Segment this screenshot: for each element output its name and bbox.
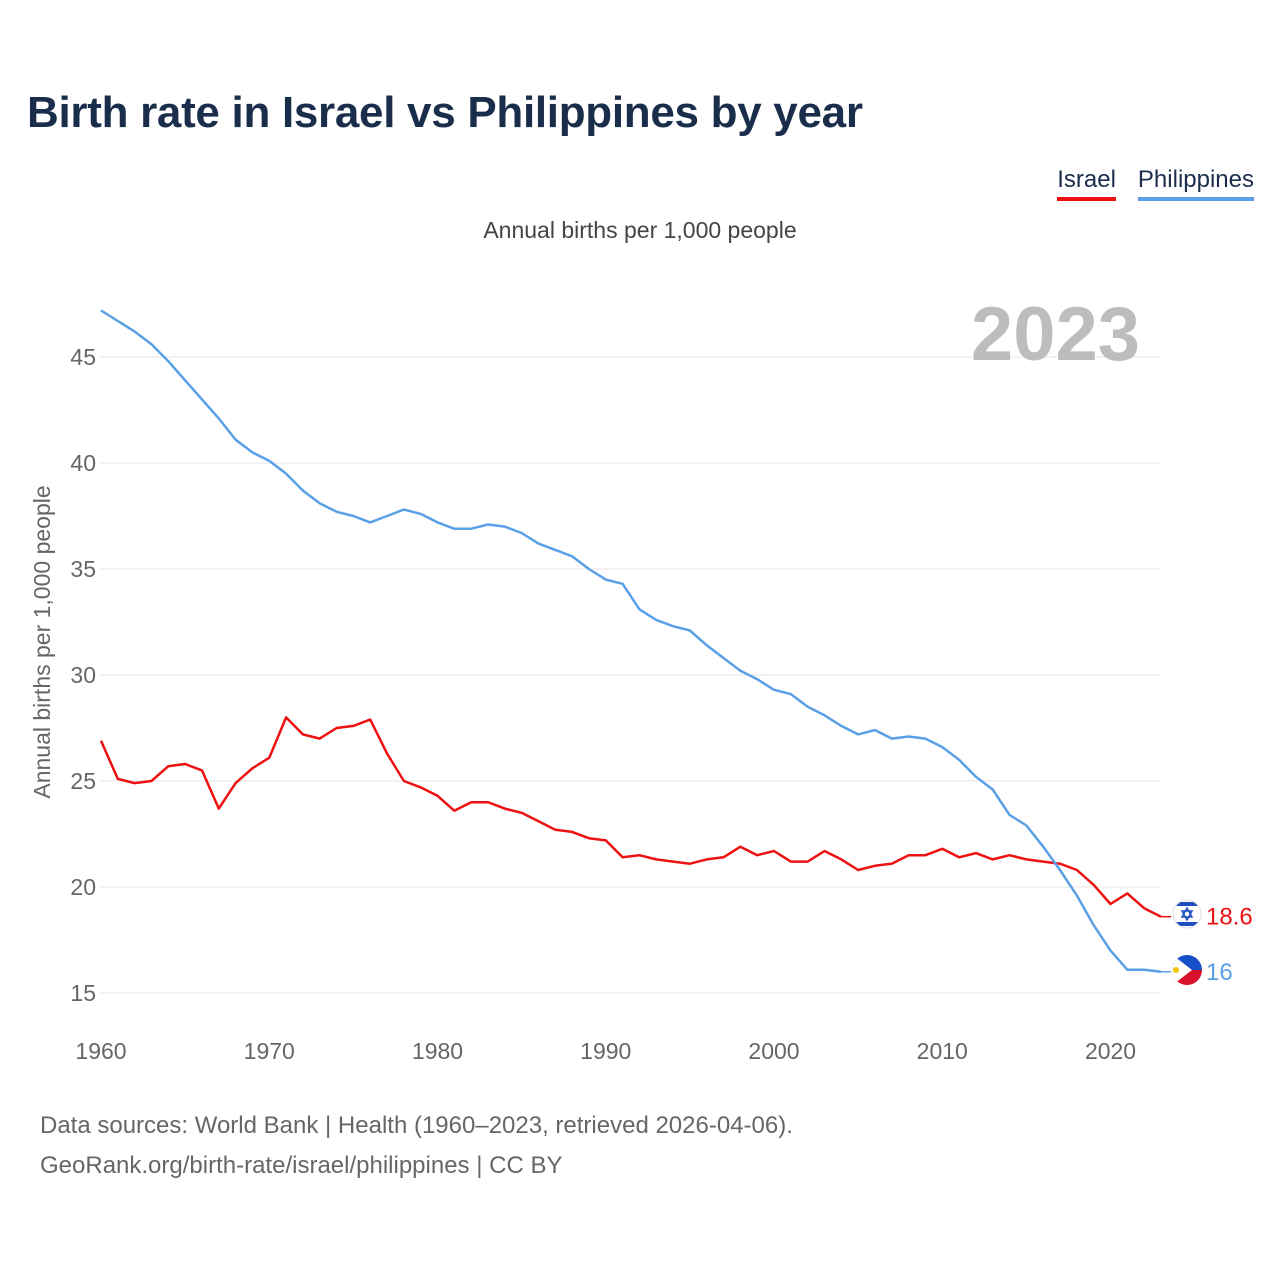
x-tick-label: 1960 [75,1038,126,1064]
series-line-israel [99,716,1162,918]
end-value-label-israel: 18.6 [1206,904,1253,931]
x-tick-label: 2000 [748,1038,799,1064]
x-tick-label: 1970 [244,1038,295,1064]
israel-flag-icon [1172,899,1202,929]
chart-title: Birth rate in Israel vs Philippines by y… [27,88,863,137]
series-line-philippines [100,309,1162,974]
x-tick-label: 2010 [917,1038,968,1064]
legend: Israel Philippines [1057,166,1254,201]
y-tick-label: 35 [70,556,96,582]
legend-item-philippines[interactable]: Philippines [1137,166,1254,201]
year-label: 2023 [971,292,1140,377]
y-tick-label: 25 [70,768,96,794]
data-sources: Data sources: World Bank | Health (1960–… [40,1112,793,1139]
y-tick-label: 20 [70,874,96,900]
x-tick-label: 1990 [580,1038,631,1064]
end-value-label-philippines: 16 [1206,959,1233,986]
credit-link[interactable]: GeoRank.org/birth-rate/israel/philippine… [40,1152,563,1179]
philippines-flag-icon [1172,955,1202,985]
legend-item-israel[interactable]: Israel [1057,166,1116,201]
footer: Data sources: World Bank | Health (1960–… [40,1106,793,1186]
chart-subtitle: Annual births per 1,000 people [483,217,797,243]
x-tick-label: 1980 [412,1038,463,1064]
y-tick-label: 45 [70,344,96,370]
x-tick-label: 2020 [1085,1038,1136,1064]
y-tick-label: 15 [70,980,96,1006]
y-tick-label: 30 [70,662,96,688]
y-axis-label: Annual births per 1,000 people [29,485,55,798]
y-tick-label: 40 [70,450,96,476]
